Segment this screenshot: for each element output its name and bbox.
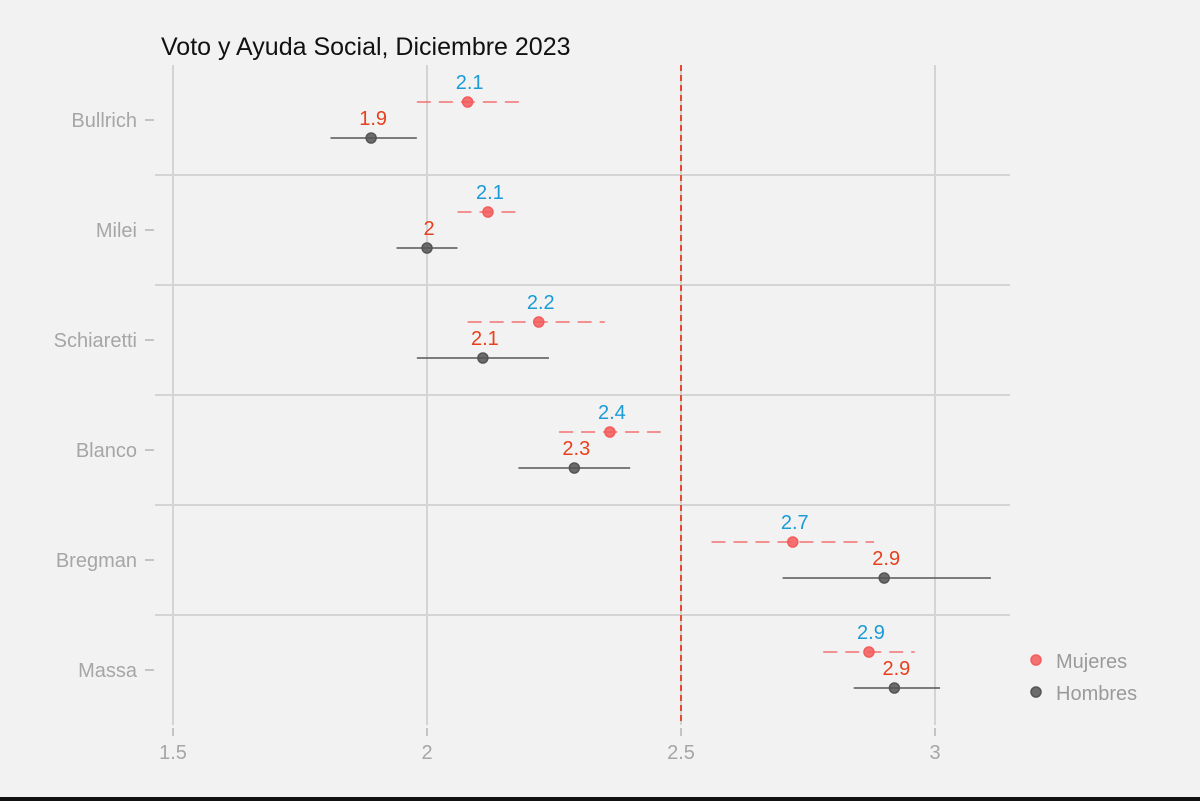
x-tick-label: 3 bbox=[929, 742, 940, 764]
data-label-hombres: 2 bbox=[423, 218, 434, 240]
data-label-hombres: 2.1 bbox=[471, 328, 499, 350]
legend-label-mujeres: Mujeres bbox=[1056, 651, 1127, 673]
data-label-hombres: 2.9 bbox=[872, 548, 900, 570]
data-label-hombres: 2.9 bbox=[882, 658, 910, 680]
point-mujeres bbox=[787, 536, 799, 548]
point-mujeres bbox=[604, 426, 616, 438]
chart-title: Voto y Ayuda Social, Diciembre 2023 bbox=[161, 33, 571, 61]
point-hombres bbox=[477, 352, 489, 364]
plot-marks: 2.1 2.1 2.2 2.4 2.7 2.9 1.9 2 2.1 2.3 2.9 2.9 bbox=[330, 72, 991, 694]
x-axis: 1.5 2 2.5 3 bbox=[159, 728, 941, 764]
data-label-hombres: 2.3 bbox=[562, 438, 590, 460]
x-tick-label: 1.5 bbox=[159, 742, 187, 764]
legend-marker-hombres bbox=[1030, 686, 1042, 698]
y-tick-label-massa: Massa bbox=[78, 660, 138, 682]
point-hombres bbox=[568, 462, 581, 474]
y-axis: Bullrich Milei Schiaretti Blanco Bregman Mass… bbox=[54, 110, 154, 682]
point-hombres bbox=[421, 242, 433, 254]
data-label-mujeres: 2.7 bbox=[781, 512, 809, 534]
y-tick-label-bregman: Bregman bbox=[56, 550, 137, 572]
data-label-mujeres: 2.9 bbox=[857, 622, 885, 644]
point-hombres bbox=[878, 572, 890, 584]
data-label-mujeres: 2.2 bbox=[527, 292, 555, 314]
data-label-mujeres: 2.1 bbox=[456, 72, 484, 94]
y-tick-label-blanco: Blanco bbox=[76, 440, 137, 462]
bottom-border bbox=[0, 797, 1200, 801]
point-mujeres bbox=[533, 316, 545, 328]
point-mujeres bbox=[461, 96, 474, 108]
point-mujeres bbox=[863, 646, 875, 658]
legend-label-hombres: Hombres bbox=[1056, 683, 1137, 705]
data-label-mujeres: 2.4 bbox=[598, 402, 626, 424]
x-tick-label: 2.5 bbox=[667, 742, 695, 764]
point-hombres bbox=[365, 132, 377, 144]
x-tick-label: 2 bbox=[421, 742, 432, 764]
legend: Mujeres Hombres bbox=[1030, 651, 1137, 705]
point-mujeres bbox=[482, 206, 494, 218]
y-tick-label-schiaretti: Schiaretti bbox=[54, 330, 137, 352]
point-hombres bbox=[888, 682, 901, 694]
y-tick-label-bullrich: Bullrich bbox=[71, 110, 137, 132]
legend-marker-mujeres bbox=[1030, 654, 1042, 666]
data-label-mujeres: 2.1 bbox=[476, 182, 504, 204]
data-label-hombres: 1.9 bbox=[359, 108, 387, 130]
y-tick-label-milei: Milei bbox=[96, 220, 137, 242]
